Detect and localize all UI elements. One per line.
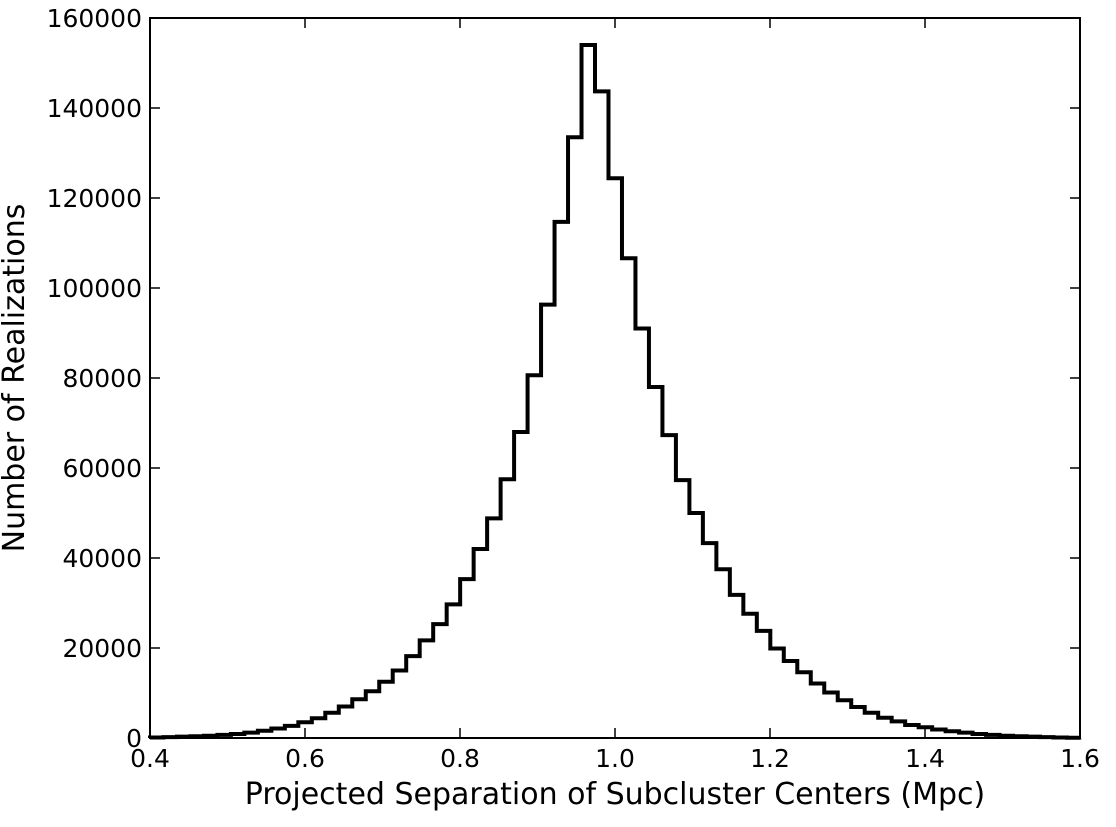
y-tick-label: 0 (126, 724, 142, 753)
x-tick-label: 1.0 (595, 744, 635, 773)
y-tick-label: 100000 (47, 274, 142, 303)
x-tick-label: 0.4 (130, 744, 170, 773)
y-tick-label: 80000 (62, 364, 142, 393)
y-tick-label: 20000 (62, 634, 142, 663)
y-tick-label: 120000 (47, 184, 142, 213)
y-axis-label: Number of Realizations (0, 204, 32, 553)
histogram-step-line (148, 43, 1082, 740)
y-tick-label: 60000 (62, 454, 142, 483)
x-tick-label: 1.4 (905, 744, 945, 773)
x-axis-ticks: 0.4 0.6 0.8 1.0 1.2 1.4 1.6 (130, 18, 1100, 773)
x-tick-label: 1.2 (750, 744, 790, 773)
y-tick-label: 40000 (62, 544, 142, 573)
x-tick-label: 0.8 (440, 744, 480, 773)
x-tick-label: 0.6 (285, 744, 325, 773)
y-axis-ticks: 0 20000 40000 60000 80000 100000 120000 140000 1… (47, 4, 1080, 753)
x-axis-label: Projected Separation of Subcluster Cente… (245, 777, 985, 812)
y-tick-label: 160000 (47, 4, 142, 33)
y-tick-label: 140000 (47, 94, 142, 123)
plot-area-frame (149, 17, 1081, 739)
x-tick-label: 1.6 (1060, 744, 1100, 773)
